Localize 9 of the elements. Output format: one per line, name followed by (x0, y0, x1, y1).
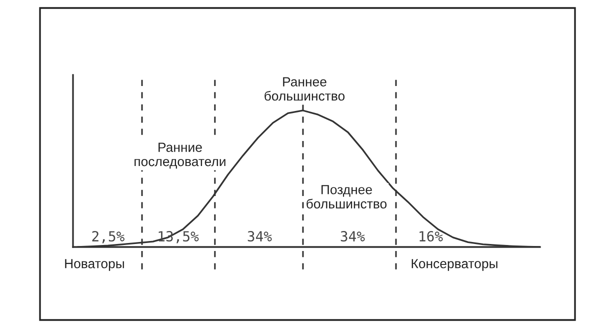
annotation: 2,5% (92, 231, 124, 244)
annotation: 34% (340, 231, 365, 242)
text: Новаторы (65, 259, 124, 271)
annotation: Ранние последователи (134, 142, 226, 169)
text: Раннее большинство (264, 77, 345, 101)
annotation: Позднее большинство (306, 185, 387, 209)
annotation: 16% (420, 231, 443, 242)
text: Консерваторы (412, 259, 498, 271)
annotation: 34% (248, 231, 272, 242)
